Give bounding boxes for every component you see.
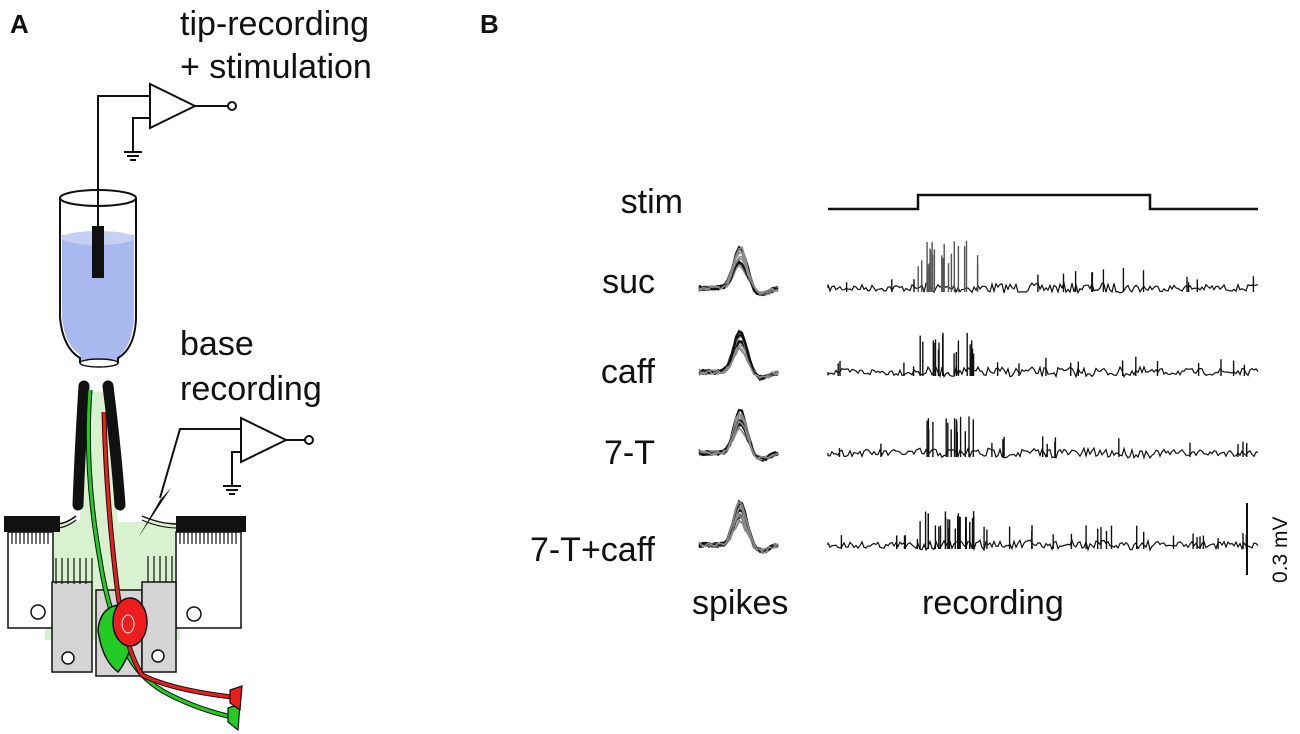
row-label-7t-caff: 7-T+caff [530, 531, 656, 569]
stim-label: stim [621, 183, 683, 221]
stimulation-label: + stimulation [180, 48, 372, 86]
row-label-7t: 7-T [604, 434, 655, 472]
spike-waveform [699, 345, 779, 379]
recording-label: recording [922, 584, 1064, 622]
spike-waveform [698, 260, 779, 297]
recording-pipette [59, 189, 137, 368]
sensillum-tissue [4, 380, 246, 677]
spikes-label: spikes [692, 584, 788, 622]
spike-overlay-caff [698, 329, 779, 382]
base-amplifier-icon [159, 416, 314, 499]
spike-waveform [699, 500, 779, 554]
noise-baseline [827, 280, 1259, 295]
stim-trace [828, 193, 1258, 211]
row-7t: 7-T [604, 408, 1258, 472]
spike-overlay-suc [698, 245, 779, 297]
red-neuron [101, 411, 243, 712]
tip-amplifier-icon [97, 82, 237, 236]
recording-site-label: recording [180, 370, 322, 408]
noise-baseline [827, 538, 1259, 552]
panel-a-label: A [10, 9, 29, 39]
recording-trace-caff [827, 332, 1259, 379]
recording-trace-7t-caff [827, 511, 1259, 552]
tip-recording-label: tip-recording [180, 5, 369, 43]
base-label: base [180, 325, 254, 363]
spike-waveform [699, 255, 779, 295]
row-7t-caff: 7-T+caff [530, 498, 1259, 569]
noise-baseline [827, 364, 1259, 379]
spike-overlay-7t [698, 408, 779, 462]
spike-waveform [699, 419, 779, 460]
row-caff: caff [601, 329, 1259, 391]
tip-ground-icon [124, 151, 142, 161]
base-ground-icon [223, 485, 241, 495]
scale-bar-label: 0.3 mV [1269, 516, 1292, 583]
recording-trace-suc [827, 240, 1259, 295]
row-label-suc: suc [602, 263, 655, 301]
recording-trace-7t [827, 416, 1258, 460]
spike-overlay-7t-caff [698, 498, 779, 554]
panel-b-label: B [480, 9, 499, 39]
row-label-caff: caff [601, 353, 656, 391]
row-suc: suc [602, 240, 1259, 301]
